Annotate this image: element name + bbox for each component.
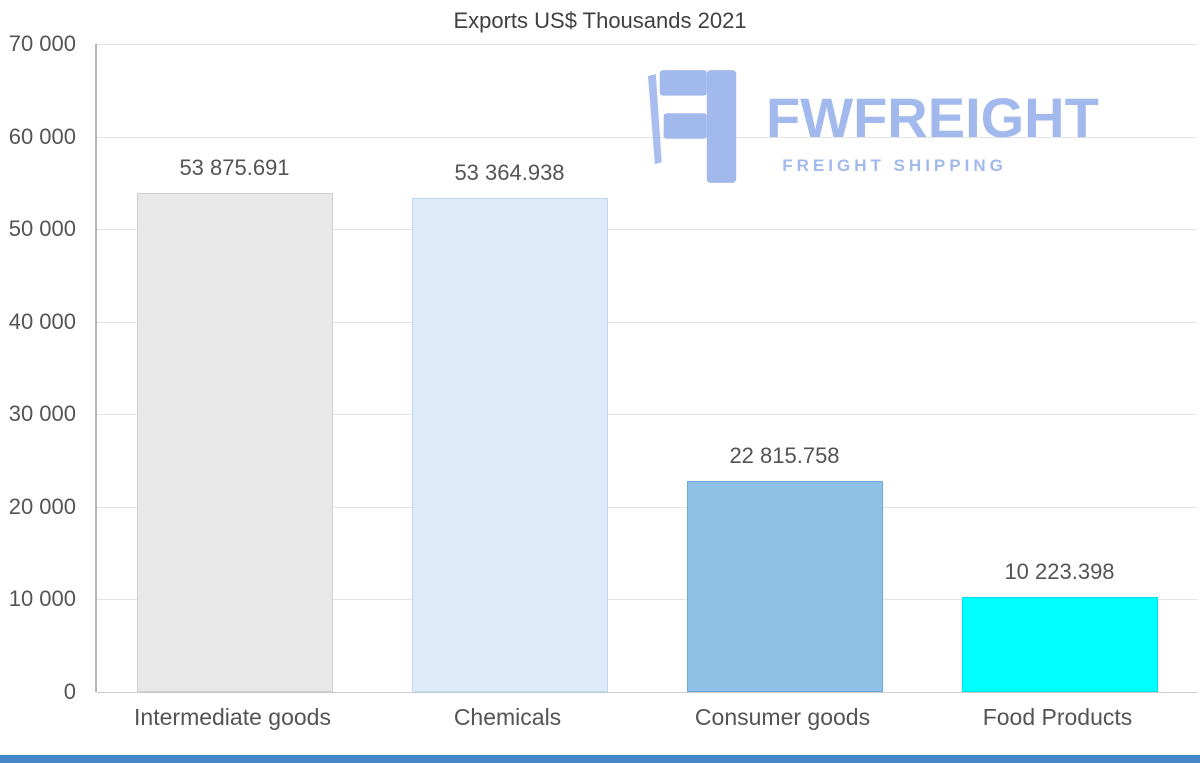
gridline <box>97 414 1197 416</box>
fwfreight-logo-text: FWFREIGHT FREIGHT SHIPPING <box>766 90 1099 176</box>
y-tick-label: 30 000 <box>8 401 76 427</box>
x-axis: Intermediate goods Chemicals Consumer good… <box>95 704 1195 740</box>
y-tick-label: 50 000 <box>8 216 76 242</box>
bar-value-label: 53 364.938 <box>454 160 565 185</box>
x-axis-label: Consumer goods <box>694 704 871 730</box>
y-tick-label: 0 <box>63 679 76 704</box>
x-axis-label: Food Products <box>982 704 1133 730</box>
gridline <box>97 321 1197 323</box>
y-tick-label: 70 000 <box>8 31 76 56</box>
gridline <box>97 229 1197 231</box>
x-axis-label: Intermediate goods <box>134 704 331 730</box>
footer-strip <box>0 755 1200 763</box>
bar-intermediate-goods <box>136 193 333 692</box>
gridline <box>97 692 1197 693</box>
y-tick-label: 20 000 <box>8 493 76 519</box>
chart-title: Exports US$ Thousands 2021 <box>453 8 747 33</box>
bar-food-products <box>961 597 1158 692</box>
gridline <box>97 136 1197 138</box>
plot-area: 53 875.691 53 364.938 22 815.758 10 223.398 <box>95 44 1197 693</box>
bar-value-label: 53 875.691 <box>179 155 290 181</box>
gridline <box>97 506 1197 508</box>
bar-consumer-goods <box>686 480 883 692</box>
bar-value-label: 22 815.758 <box>729 442 840 468</box>
bar-chemicals <box>411 198 608 692</box>
brand-name: FWFREIGHT <box>766 86 1099 149</box>
fwfreight-logo: FWFREIGHT FREIGHT SHIPPING <box>648 70 1099 183</box>
bar-value-label: 10 223.398 <box>1004 559 1115 585</box>
y-tick-label: 10 000 <box>8 586 76 612</box>
x-axis-label: Chemicals <box>453 704 562 730</box>
y-tick-label: 60 000 <box>8 123 76 149</box>
brand-tagline: FREIGHT SHIPPING <box>782 156 1007 175</box>
y-tick-label: 40 000 <box>8 308 76 334</box>
fwfreight-logo-icon <box>648 70 746 183</box>
y-axis: 0 10 000 20 000 30 000 40 000 50 000 60 000 70 … <box>0 31 84 704</box>
gridline <box>97 599 1197 601</box>
gridline <box>97 44 1197 45</box>
